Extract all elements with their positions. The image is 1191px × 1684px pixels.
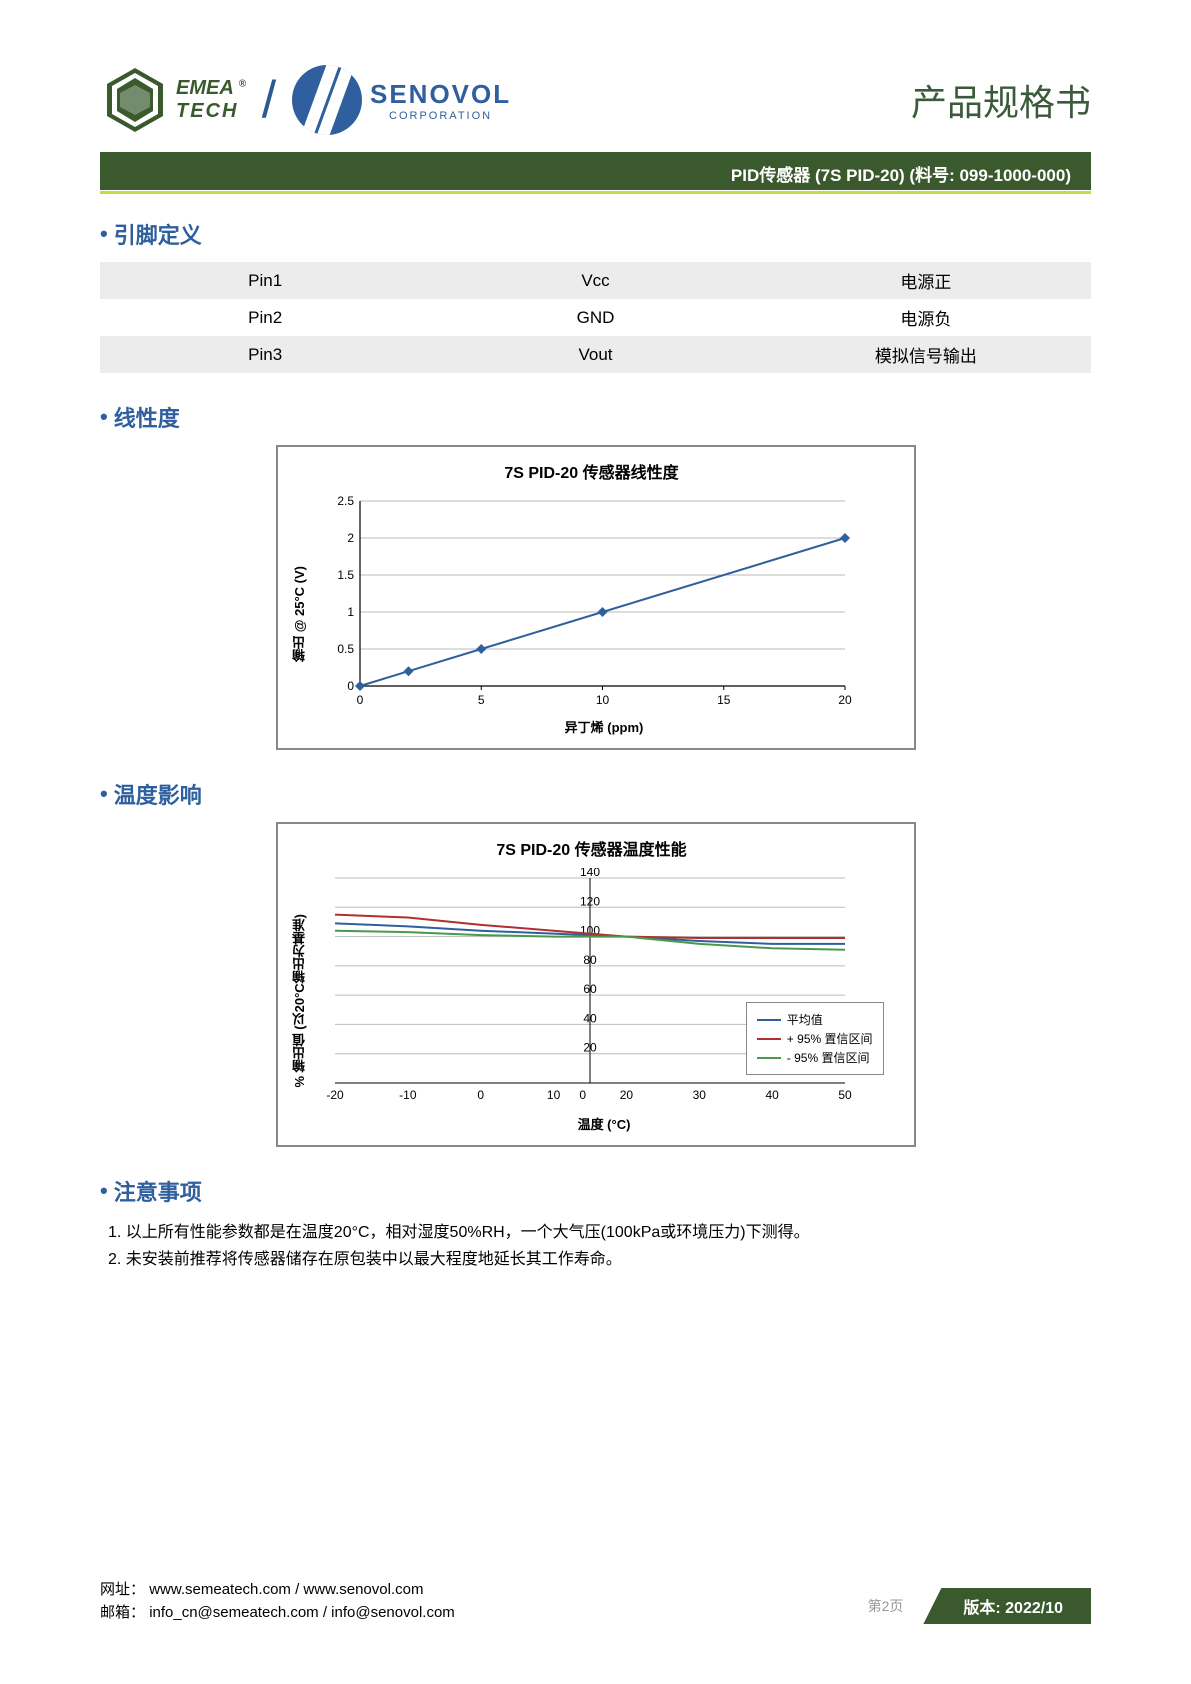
table-cell: Vout [430, 336, 760, 373]
table-cell: 电源正 [761, 262, 1091, 299]
linearity-y-label: 输出 @ 25°C (V) [290, 566, 309, 662]
section-linearity-text: 线性度 [114, 401, 180, 433]
logos-group: EMEA ® TECH / SENOVOL CORPORATION [100, 60, 511, 140]
emails: info_cn@semeatech.com / info@senovol.com [149, 1604, 455, 1621]
tech-text: TECH [176, 100, 246, 123]
product-info: PID传感器 (7S PID-20) (料号: 099-1000-000) [731, 161, 1071, 186]
table-cell: GND [430, 299, 760, 336]
senovol-logo: SENOVOL CORPORATION [292, 65, 511, 135]
temp-legend: 平均值 + 95% 置信区间 - 95% 置信区间 [746, 1002, 884, 1075]
table-cell: Pin1 [100, 262, 430, 299]
svg-text:2: 2 [347, 531, 354, 545]
svg-text:1: 1 [347, 605, 354, 619]
legend-item: - 95% 置信区间 [757, 1049, 873, 1066]
section-pins-text: 引脚定义 [114, 218, 202, 250]
svg-text:1.5: 1.5 [337, 568, 354, 582]
svg-text:20: 20 [619, 1088, 633, 1102]
senovol-text: SENOVOL CORPORATION [370, 79, 511, 122]
version-badge: 版本: 2022/10 [923, 1588, 1091, 1624]
svg-text:20: 20 [838, 693, 852, 707]
hex-icon [100, 65, 170, 135]
temp-x-label: 温度 (°C) [315, 1114, 894, 1133]
legend-item: + 95% 置信区间 [757, 1030, 873, 1047]
section-pins-heading: 引脚定义 [100, 218, 1091, 250]
legend-item: 平均值 [757, 1011, 873, 1028]
linearity-x-label: 异丁烯 (ppm) [315, 717, 894, 736]
pin-table: Pin1Vcc电源正Pin2GND电源负Pin3Vout模拟信号输出 [100, 262, 1091, 373]
table-cell: 电源负 [761, 299, 1091, 336]
table-cell: Pin3 [100, 336, 430, 373]
table-row: Pin3Vout模拟信号输出 [100, 336, 1091, 373]
semeatech-logo: EMEA ® TECH [100, 65, 246, 135]
page-number: 第2页 [868, 1596, 904, 1616]
logo-divider: / [254, 60, 284, 140]
svg-text:-20: -20 [326, 1088, 344, 1102]
svg-text:0: 0 [356, 693, 363, 707]
senovol-corp: CORPORATION [370, 110, 511, 122]
svg-text:10: 10 [546, 1088, 560, 1102]
svg-text:50: 50 [838, 1088, 852, 1102]
section-notes-heading: 注意事项 [100, 1175, 1091, 1207]
header: EMEA ® TECH / SENOVOL CORPORATION 产品规格书 [100, 60, 1091, 140]
svg-text:10: 10 [595, 693, 609, 707]
linearity-plot: 0 0.5 1 1.5 2 2.5 0 5 10 15 20 [315, 491, 855, 711]
linearity-chart-title: 7S PID-20 传感器线性度 [290, 459, 894, 483]
notes-list: 1. 以上所有性能参数都是在温度20°C，相对湿度50%RH，一个大气压(100… [108, 1219, 1091, 1273]
svg-text:15: 15 [717, 693, 731, 707]
svg-text:0.5: 0.5 [337, 642, 354, 656]
svg-text:-10: -10 [399, 1088, 417, 1102]
table-row: Pin2GND电源负 [100, 299, 1091, 336]
svg-text:5: 5 [477, 693, 484, 707]
svg-text:0: 0 [579, 1088, 586, 1102]
svg-text:140: 140 [579, 868, 599, 879]
circle-icon [292, 65, 362, 135]
table-cell: Pin2 [100, 299, 430, 336]
svg-text:40: 40 [765, 1088, 779, 1102]
product-bar: PID传感器 (7S PID-20) (料号: 099-1000-000) [100, 152, 1091, 190]
footer: 网址： www.semeatech.com / www.senovol.com … [100, 1579, 1091, 1624]
section-linearity-heading: 线性度 [100, 401, 1091, 433]
svg-text:2.5: 2.5 [337, 494, 354, 508]
linearity-chart: 7S PID-20 传感器线性度 输出 @ 25°C (V) 0 0.5 1 1.5 2… [276, 445, 916, 750]
svg-text:0: 0 [477, 1088, 484, 1102]
svg-text:30: 30 [692, 1088, 706, 1102]
section-temp-heading: 温度影响 [100, 778, 1091, 810]
footer-contact: 网址： www.semeatech.com / www.senovol.com … [100, 1579, 455, 1624]
note-item: 1. 以上所有性能参数都是在温度20°C，相对湿度50%RH，一个大气压(100… [108, 1219, 1091, 1246]
document-title: 产品规格书 [911, 74, 1091, 126]
table-cell: 模拟信号输出 [761, 336, 1091, 373]
senovol-name: SENOVOL [370, 79, 511, 110]
svg-text:0: 0 [347, 679, 354, 693]
table-cell: Vcc [430, 262, 760, 299]
reg-mark: ® [239, 78, 246, 89]
section-temp-text: 温度影响 [114, 778, 202, 810]
section-notes-text: 注意事项 [114, 1175, 202, 1207]
semeatech-text: EMEA ® TECH [176, 77, 246, 123]
url-label: 网址： [100, 1581, 145, 1598]
note-item: 2. 未安装前推荐将传感器储存在原包装中以最大程度地延长其工作寿命。 [108, 1246, 1091, 1273]
table-row: Pin1Vcc电源正 [100, 262, 1091, 299]
temp-y-label: % 输出值 (以20°C输出为基准) [290, 914, 309, 1088]
email-label: 邮箱： [100, 1604, 145, 1621]
temp-chart-title: 7S PID-20 传感器温度性能 [290, 836, 894, 860]
urls: www.semeatech.com / www.senovol.com [149, 1581, 423, 1598]
temperature-chart: 7S PID-20 传感器温度性能 % 输出值 (以20°C输出为基准) 20 4… [276, 822, 916, 1147]
semea-text: EMEA [176, 77, 233, 99]
